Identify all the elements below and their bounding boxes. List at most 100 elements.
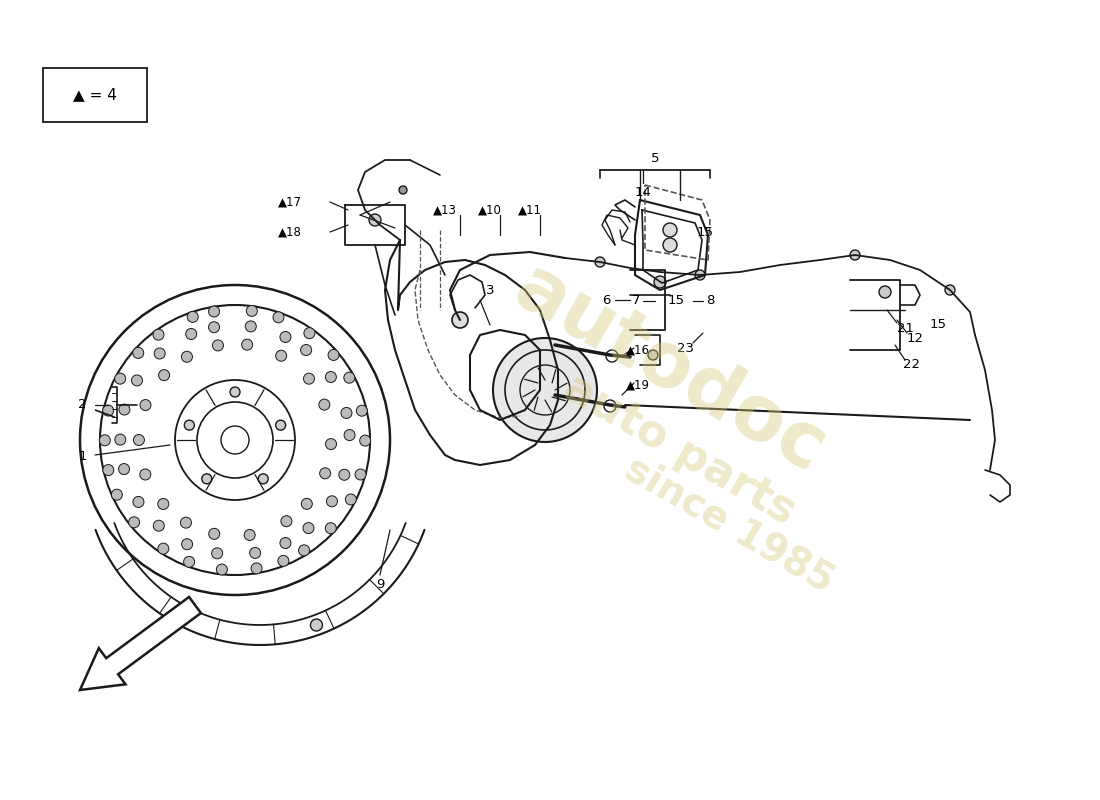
Circle shape	[304, 328, 315, 338]
Circle shape	[663, 223, 676, 237]
Circle shape	[182, 538, 192, 550]
Circle shape	[301, 498, 312, 510]
Circle shape	[326, 371, 337, 382]
Circle shape	[310, 619, 322, 631]
Circle shape	[302, 522, 313, 534]
Circle shape	[140, 399, 151, 410]
Circle shape	[663, 238, 676, 252]
Circle shape	[102, 405, 113, 416]
Text: since 1985: since 1985	[618, 450, 842, 600]
Circle shape	[153, 520, 164, 531]
Circle shape	[157, 498, 168, 510]
Text: 15: 15	[668, 294, 684, 307]
Text: ▲11: ▲11	[518, 203, 542, 217]
Circle shape	[344, 372, 355, 383]
Circle shape	[341, 407, 352, 418]
Text: 7: 7	[631, 294, 640, 307]
Circle shape	[695, 270, 705, 280]
Circle shape	[945, 285, 955, 295]
Circle shape	[339, 470, 350, 480]
Text: 14: 14	[635, 186, 651, 199]
Text: auto parts: auto parts	[557, 366, 804, 534]
Text: 5: 5	[651, 151, 659, 165]
Circle shape	[133, 347, 144, 358]
Circle shape	[326, 438, 337, 450]
Circle shape	[279, 331, 290, 342]
Circle shape	[595, 257, 605, 267]
Circle shape	[493, 338, 597, 442]
Text: 8: 8	[706, 294, 714, 307]
Text: 3: 3	[486, 283, 494, 297]
Circle shape	[251, 563, 262, 574]
Text: 23: 23	[678, 342, 694, 354]
Circle shape	[114, 434, 125, 445]
Circle shape	[399, 186, 407, 194]
Circle shape	[278, 555, 289, 566]
Circle shape	[187, 311, 198, 322]
Text: 6: 6	[602, 294, 610, 306]
Circle shape	[133, 434, 144, 446]
Circle shape	[209, 306, 220, 317]
Circle shape	[300, 345, 311, 355]
Circle shape	[242, 339, 253, 350]
Circle shape	[129, 517, 140, 528]
Circle shape	[185, 420, 195, 430]
Circle shape	[304, 373, 315, 384]
Circle shape	[99, 434, 110, 446]
Text: 12: 12	[906, 331, 924, 345]
Circle shape	[182, 351, 192, 362]
Text: ▲ = 4: ▲ = 4	[73, 87, 117, 102]
Circle shape	[355, 469, 366, 480]
Circle shape	[298, 545, 309, 556]
Circle shape	[276, 420, 286, 430]
Text: ▲17: ▲17	[278, 195, 303, 209]
Text: ▲10: ▲10	[478, 203, 502, 217]
Circle shape	[328, 350, 339, 361]
Circle shape	[211, 548, 222, 559]
Circle shape	[186, 329, 197, 339]
Circle shape	[119, 404, 130, 415]
Circle shape	[344, 430, 355, 441]
Circle shape	[180, 517, 191, 528]
Circle shape	[279, 538, 290, 549]
Circle shape	[327, 496, 338, 507]
Circle shape	[244, 530, 255, 541]
Circle shape	[245, 321, 256, 332]
Circle shape	[258, 474, 268, 484]
Text: 21: 21	[896, 322, 913, 334]
Circle shape	[850, 250, 860, 260]
Circle shape	[452, 312, 468, 328]
Circle shape	[320, 468, 331, 479]
Circle shape	[154, 348, 165, 359]
Circle shape	[276, 350, 287, 362]
Circle shape	[360, 435, 371, 446]
Circle shape	[201, 474, 212, 484]
Circle shape	[114, 373, 125, 384]
Circle shape	[184, 556, 195, 567]
Text: 15: 15	[930, 318, 946, 331]
Circle shape	[209, 528, 220, 539]
Circle shape	[280, 516, 292, 526]
Text: ▲18: ▲18	[278, 226, 301, 238]
Text: ▲16: ▲16	[626, 343, 650, 357]
Circle shape	[654, 276, 666, 288]
Circle shape	[111, 489, 122, 500]
Circle shape	[345, 494, 356, 505]
Circle shape	[209, 322, 220, 333]
Circle shape	[250, 547, 261, 558]
Circle shape	[273, 312, 284, 322]
Text: 1: 1	[79, 450, 87, 463]
Circle shape	[157, 543, 168, 554]
Circle shape	[217, 564, 228, 575]
Circle shape	[230, 387, 240, 397]
Circle shape	[368, 214, 381, 226]
Circle shape	[648, 350, 658, 360]
Circle shape	[133, 497, 144, 507]
Circle shape	[356, 406, 367, 416]
FancyBboxPatch shape	[43, 68, 147, 122]
Circle shape	[879, 286, 891, 298]
Circle shape	[140, 469, 151, 480]
Text: ▲13: ▲13	[433, 203, 456, 217]
Text: ▲19: ▲19	[626, 378, 650, 391]
Circle shape	[102, 465, 113, 475]
